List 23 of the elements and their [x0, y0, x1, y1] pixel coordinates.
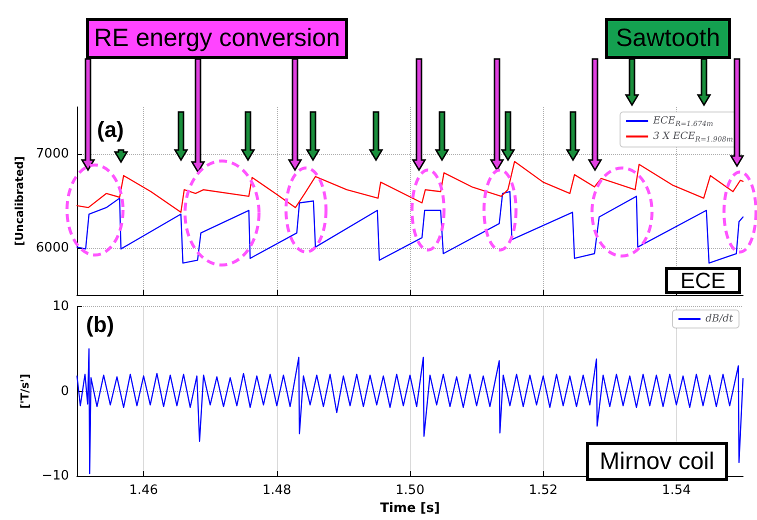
annotation: ECE: [665, 267, 741, 294]
line-series: [76, 191, 744, 264]
y-axis-title: [Uncalibrated]: [13, 156, 26, 246]
annotation: (a): [97, 117, 124, 143]
y-tick-label: 7000: [36, 146, 69, 162]
x-tick-label: 1.46: [129, 483, 158, 498]
legend-label: dB/dt: [705, 314, 734, 324]
x-tick-label: 1.50: [396, 483, 424, 498]
y-tick-label: 10: [52, 299, 69, 314]
y-tick-label: 0: [60, 384, 69, 399]
x-axis-title: Time [s]: [380, 501, 440, 516]
text: Sawtooth: [605, 18, 731, 59]
y-tick-label: −10: [42, 468, 69, 484]
x-tick-label: 1.54: [662, 483, 691, 498]
y-axis-title: ['T/s']: [18, 374, 32, 409]
annotation: (b): [86, 312, 114, 338]
x-tick-label: 1.48: [262, 483, 292, 498]
text: RE energy conversion: [86, 18, 348, 59]
line-series: [76, 348, 744, 474]
y-tick-label: 6000: [36, 240, 69, 256]
annotation: Mirnov coil: [586, 442, 728, 481]
x-tick-label: 1.52: [528, 483, 558, 498]
line-series: [76, 160, 744, 213]
